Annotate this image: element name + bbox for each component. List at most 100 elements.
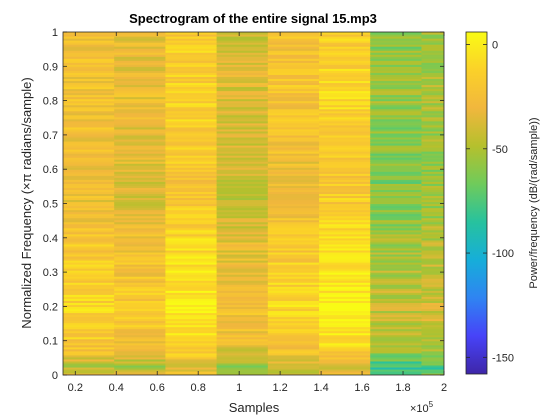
- heatmap-cell: [319, 360, 371, 364]
- heatmap-cell: [114, 298, 167, 301]
- heatmap-cell: [114, 296, 167, 299]
- heatmap-cell: [370, 262, 423, 265]
- heatmap-cell: [370, 203, 423, 207]
- spectrogram-heatmap: [63, 32, 444, 375]
- heatmap-cell: [370, 72, 423, 75]
- heatmap-cell: [165, 169, 218, 172]
- heatmap-cell: [370, 241, 423, 245]
- heatmap-cell: [421, 181, 444, 184]
- heatmap-cell: [267, 213, 320, 217]
- heatmap-cell: [216, 140, 269, 144]
- heatmap-cell: [267, 94, 320, 98]
- heatmap-cell: [421, 203, 444, 207]
- heatmap-cell: [165, 370, 218, 374]
- heatmap-cell: [165, 241, 218, 245]
- heatmap-cell: [370, 334, 423, 338]
- heatmap-cell: [165, 211, 218, 215]
- heatmap-cell: [319, 372, 371, 375]
- heatmap-cell: [165, 64, 218, 67]
- heatmap-cell: [63, 300, 115, 303]
- heatmap-cell: [267, 82, 320, 86]
- heatmap-cell: [319, 48, 371, 51]
- heatmap-cell: [216, 338, 269, 342]
- heatmap-cell: [370, 268, 423, 271]
- heatmap-cell: [114, 274, 167, 277]
- y-tick-label: 0.3: [43, 267, 58, 279]
- heatmap-cell: [421, 126, 444, 130]
- heatmap-cell: [114, 78, 167, 82]
- heatmap-cell: [165, 100, 218, 104]
- heatmap-cell: [421, 78, 444, 82]
- heatmap-cell: [370, 346, 423, 350]
- heatmap-cell: [63, 56, 115, 59]
- heatmap-cell: [370, 326, 423, 330]
- heatmap-cell: [370, 205, 423, 209]
- heatmap-cell: [421, 310, 444, 314]
- heatmap-cell: [216, 292, 269, 295]
- heatmap-cell: [267, 60, 320, 63]
- heatmap-cell: [267, 157, 320, 160]
- heatmap-cell: [114, 155, 167, 158]
- heatmap-cell: [63, 338, 115, 342]
- heatmap-cell: [267, 114, 320, 118]
- heatmap-cell: [370, 231, 423, 235]
- heatmap-cell: [114, 98, 167, 102]
- heatmap-cell: [421, 247, 444, 251]
- heatmap-cell: [267, 292, 320, 295]
- heatmap-cell: [165, 177, 218, 180]
- heatmap-cell: [319, 251, 371, 255]
- heatmap-cell: [267, 364, 320, 368]
- heatmap-cell: [165, 201, 218, 205]
- heatmap-cell: [370, 124, 423, 128]
- heatmap-cell: [319, 223, 371, 227]
- heatmap-cell: [165, 255, 218, 259]
- heatmap-cell: [216, 217, 269, 221]
- heatmap-cell: [319, 282, 371, 285]
- heatmap-cell: [165, 36, 218, 39]
- heatmap-cell: [267, 70, 320, 73]
- heatmap-cell: [267, 177, 320, 180]
- heatmap-cell: [370, 163, 423, 166]
- heatmap-cell: [370, 92, 423, 96]
- heatmap-cell: [165, 149, 218, 152]
- heatmap-cell: [216, 50, 269, 53]
- heatmap-cell: [267, 153, 320, 156]
- heatmap-cell: [421, 294, 444, 297]
- heatmap-cell: [165, 34, 218, 37]
- heatmap-cell: [267, 66, 320, 69]
- heatmap-cell: [267, 136, 320, 140]
- heatmap-cell: [370, 237, 423, 241]
- heatmap-cell: [267, 231, 320, 235]
- x-tick-label: 1.2: [272, 382, 287, 394]
- heatmap-cell: [370, 219, 423, 223]
- heatmap-cell: [216, 175, 269, 178]
- heatmap-cell: [370, 66, 423, 69]
- heatmap-cell: [370, 118, 423, 122]
- heatmap-cell: [63, 255, 115, 259]
- heatmap-cell: [370, 149, 423, 152]
- heatmap-cell: [421, 225, 444, 229]
- heatmap-cell: [319, 98, 371, 102]
- heatmap-cell: [114, 60, 167, 63]
- heatmap-cell: [114, 187, 167, 190]
- heatmap-cell: [370, 68, 423, 71]
- heatmap-cell: [165, 96, 218, 100]
- heatmap-cell: [114, 58, 167, 61]
- heatmap-cell: [114, 324, 167, 328]
- heatmap-cell: [267, 203, 320, 207]
- heatmap-cell: [63, 60, 115, 63]
- heatmap-cell: [63, 157, 115, 160]
- heatmap-cell: [319, 274, 371, 277]
- heatmap-cell: [319, 292, 371, 295]
- heatmap-cell: [216, 56, 269, 59]
- heatmap-cell: [421, 142, 444, 146]
- heatmap-cell: [114, 74, 167, 77]
- heatmap-cell: [63, 292, 115, 295]
- heatmap-cell: [216, 207, 269, 211]
- heatmap-cell: [267, 120, 320, 124]
- heatmap-cell: [370, 177, 423, 180]
- heatmap-cell: [216, 155, 269, 158]
- heatmap-cell: [165, 276, 218, 279]
- heatmap-cell: [267, 227, 320, 231]
- heatmap-cell: [267, 80, 320, 84]
